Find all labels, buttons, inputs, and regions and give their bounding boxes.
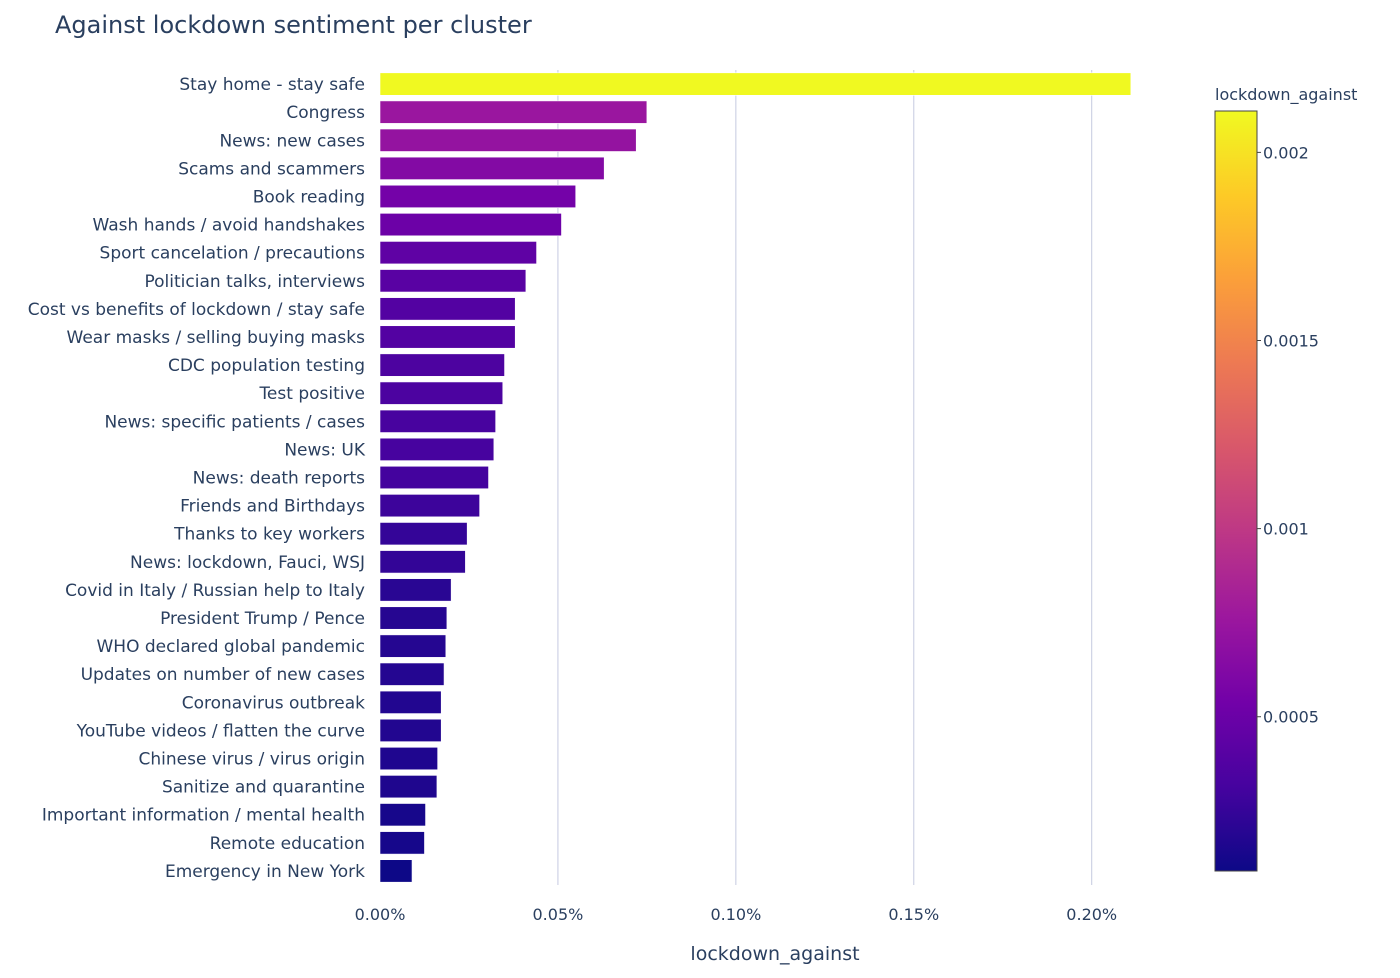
bar	[379, 775, 438, 799]
bar	[379, 297, 516, 321]
bar	[379, 325, 516, 349]
x-tick-label: 0.10%	[710, 905, 761, 924]
category-label: Friends and Birthdays	[180, 497, 365, 517]
x-tick-label: 0.05%	[533, 905, 584, 924]
bar	[379, 409, 496, 433]
category-label: Important information / mental health	[42, 806, 365, 826]
category-label: Updates on number of new cases	[81, 665, 366, 685]
category-label: News: new cases	[219, 131, 365, 151]
category-label: News: lockdown, Fauci, WSJ	[130, 553, 365, 573]
category-label: Cost vs benefits of lockdown / stay safe	[28, 300, 365, 320]
bar	[379, 803, 426, 827]
bar	[379, 128, 637, 152]
category-label: News: specific patients / cases	[104, 412, 365, 432]
colorbar	[1214, 110, 1258, 872]
category-label: Wear masks / selling buying masks	[67, 328, 366, 348]
x-tick-label: 0.00%	[355, 905, 406, 924]
bar	[379, 353, 505, 377]
category-label: Thanks to key workers	[173, 525, 365, 545]
category-label: YouTube videos / flatten the curve	[76, 721, 365, 741]
x-axis-title: lockdown_against	[690, 943, 859, 965]
bar	[379, 578, 452, 602]
category-label: Covid in Italy / Russian help to Italy	[65, 581, 365, 601]
bar	[379, 522, 468, 546]
chart-title: Against lockdown sentiment per cluster	[55, 11, 532, 39]
bar	[379, 662, 445, 686]
bar	[379, 550, 466, 574]
bar	[379, 437, 495, 461]
colorbar-tick-label: 0.0005	[1263, 708, 1319, 727]
bar	[379, 100, 648, 124]
bar	[379, 72, 1132, 96]
category-label: Chinese virus / virus origin	[139, 750, 365, 770]
x-axis-ticks: 0.00% 0.05% 0.10% 0.15% 0.20%	[355, 905, 1118, 924]
bar	[379, 213, 562, 237]
category-label: Congress	[286, 103, 365, 123]
colorbar-ticks: 0.0005 0.001 0.0015 0.002	[1257, 143, 1319, 727]
category-label: Politician talks, interviews	[145, 272, 366, 292]
category-label: Coronavirus outbreak	[182, 693, 365, 713]
bar	[379, 156, 605, 180]
category-label: Test positive	[258, 384, 365, 404]
bar	[379, 184, 577, 209]
bar	[379, 746, 438, 771]
bars	[379, 72, 1132, 883]
category-label: News: death reports	[193, 469, 366, 489]
category-label: WHO declared global pandemic	[97, 637, 366, 657]
category-label: Scams and scammers	[178, 159, 365, 179]
category-label: Wash hands / avoid handshakes	[93, 216, 366, 236]
colorbar-tick-label: 0.0015	[1263, 332, 1319, 351]
category-label: Sanitize and quarantine	[162, 778, 365, 798]
bar	[379, 859, 413, 883]
colorbar-tick-label: 0.002	[1263, 143, 1309, 162]
bar	[379, 634, 447, 658]
x-tick-label: 0.20%	[1066, 905, 1117, 924]
category-label: News: UK	[284, 440, 366, 460]
bar	[379, 494, 480, 518]
bar	[379, 718, 442, 742]
category-label: CDC population testing	[168, 356, 365, 376]
category-label: Emergency in New York	[165, 862, 365, 882]
category-label: Remote education	[210, 834, 365, 854]
category-label: Book reading	[253, 187, 365, 207]
bar	[379, 606, 448, 630]
bar	[379, 241, 537, 265]
category-label: Sport cancelation / precautions	[100, 244, 366, 264]
x-tick-label: 0.15%	[888, 905, 939, 924]
bar	[379, 269, 527, 293]
category-labels: Stay home - stay safe Congress News: new c…	[28, 75, 366, 882]
gridlines	[557, 70, 1093, 885]
bar	[379, 465, 489, 490]
colorbar-tick-label: 0.001	[1263, 520, 1309, 539]
category-label: Stay home - stay safe	[179, 75, 365, 95]
bar	[379, 381, 504, 405]
colorbar-title: lockdown_against	[1215, 85, 1357, 105]
bar	[379, 831, 425, 855]
bar	[379, 690, 442, 714]
category-label: President Trump / Pence	[160, 609, 365, 629]
